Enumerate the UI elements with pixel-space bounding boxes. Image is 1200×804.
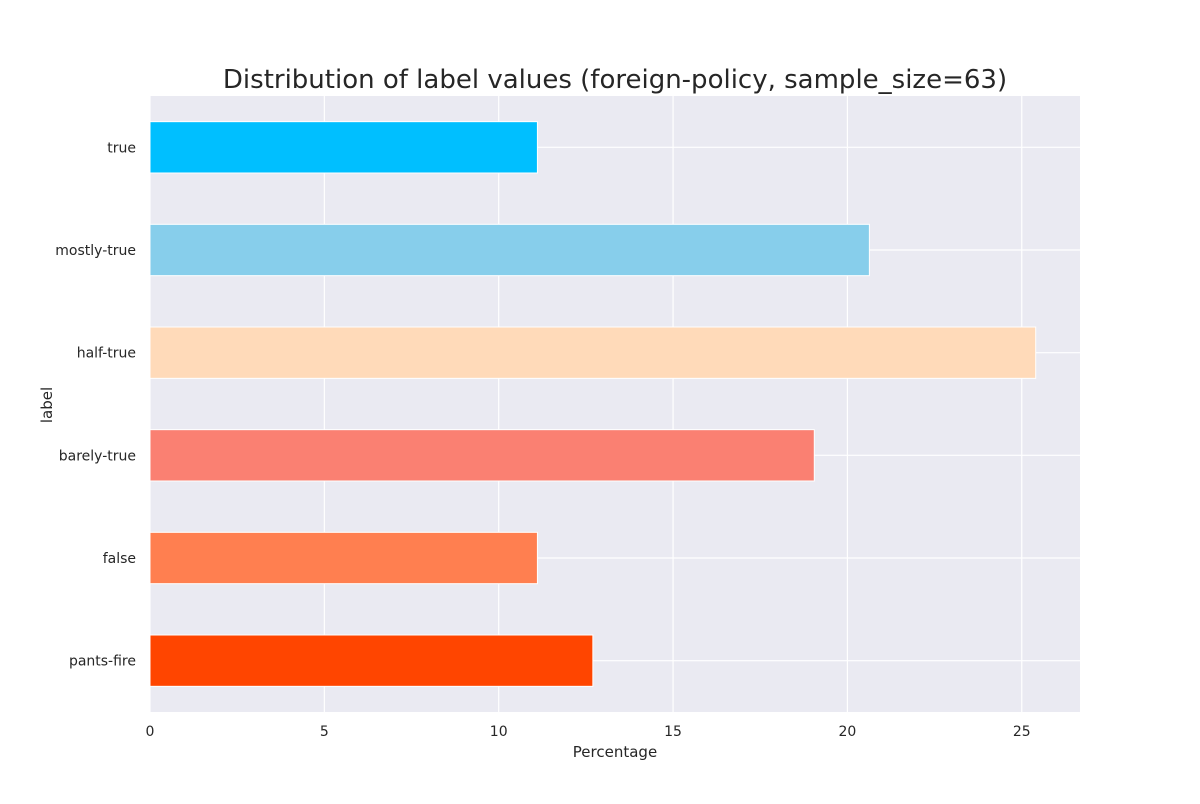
y-tick-label: mostly-true <box>55 243 136 259</box>
y-tick-label: pants-fire <box>69 654 136 670</box>
chart-title: Distribution of label values (foreign-po… <box>223 65 1007 95</box>
x-tick-label: 15 <box>664 724 682 740</box>
x-tick-label: 25 <box>1013 724 1031 740</box>
bar-half-true <box>149 326 1037 379</box>
x-tick-label: 5 <box>320 724 329 740</box>
x-tick-label: 20 <box>838 724 856 740</box>
y-tick-label: barely-true <box>59 448 136 464</box>
y-tick-label: half-true <box>77 346 136 362</box>
bar-true <box>149 121 538 174</box>
x-tick-labels: 0 5 10 15 20 25 <box>146 724 1031 740</box>
x-tick-label: 10 <box>490 724 508 740</box>
bar-false <box>149 531 538 585</box>
y-tick-labels: true mostly-true half-true barely-true false… <box>55 140 136 669</box>
bars <box>149 121 1037 687</box>
y-tick-label: true <box>107 140 136 156</box>
y-tick-label: false <box>103 551 136 567</box>
bar-mostly-true <box>149 223 870 277</box>
plot-background <box>150 96 1080 712</box>
y-axis-label: label <box>38 387 56 423</box>
x-axis-label: Percentage <box>573 743 657 761</box>
bar-barely-true <box>149 429 815 482</box>
bar-pants-fire <box>149 634 594 687</box>
x-tick-label: 0 <box>146 724 155 740</box>
